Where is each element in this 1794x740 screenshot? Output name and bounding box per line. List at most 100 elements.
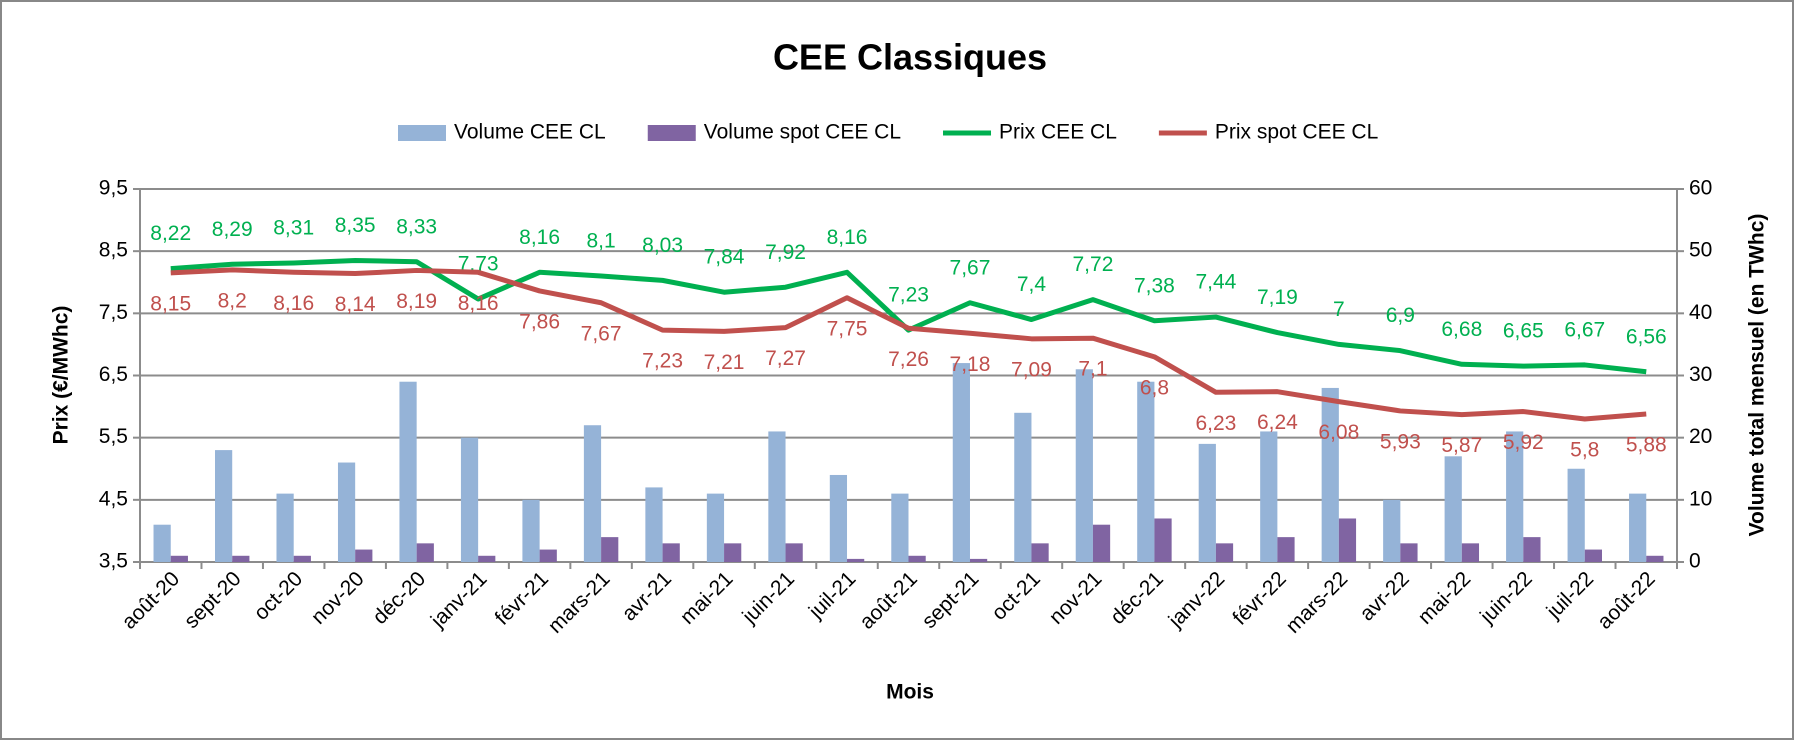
- data-label: 5,8: [1570, 439, 1599, 462]
- data-label: 7,38: [1134, 274, 1175, 297]
- bar: [1461, 543, 1480, 562]
- bar: [706, 493, 725, 562]
- bar: [293, 555, 311, 562]
- bar: [1567, 468, 1585, 562]
- legend-swatch: [398, 125, 446, 141]
- data-label: 8,14: [335, 293, 376, 316]
- bar: [768, 431, 786, 562]
- y2-tick-label: 60: [1689, 177, 1712, 200]
- bar: [785, 543, 803, 562]
- y-axis-title: Prix (€/MWhc): [50, 306, 73, 445]
- y2-tick-label: 40: [1689, 301, 1712, 324]
- data-label: 6,65: [1503, 320, 1544, 343]
- y2-tick-label: 0: [1689, 550, 1701, 573]
- bar: [1075, 369, 1093, 562]
- data-label: 7,21: [704, 351, 745, 374]
- data-label: 7,84: [704, 246, 745, 269]
- y2-tick-label: 10: [1689, 487, 1712, 510]
- y-tick-label: 8,5: [99, 239, 128, 262]
- data-label: 8,03: [642, 234, 683, 257]
- legend-label: Prix CEE CL: [999, 121, 1117, 144]
- bar: [1629, 493, 1647, 562]
- bar: [908, 555, 926, 562]
- data-label: 8,33: [396, 215, 437, 238]
- data-label: 7,23: [642, 350, 683, 373]
- data-label: 6,67: [1564, 318, 1605, 341]
- data-label: 6,23: [1195, 412, 1236, 435]
- data-label: 7,4: [1017, 273, 1047, 296]
- bar: [1014, 412, 1032, 562]
- data-label: 6,8: [1140, 376, 1169, 399]
- bar: [583, 425, 602, 562]
- bar: [829, 474, 848, 562]
- bar: [539, 549, 557, 562]
- bar: [355, 549, 373, 562]
- bar: [232, 555, 250, 562]
- bar: [724, 543, 742, 562]
- data-label: 7: [1333, 298, 1345, 321]
- bar: [645, 487, 663, 562]
- data-label: 6,68: [1441, 318, 1482, 341]
- bar: [1383, 499, 1401, 562]
- bar: [276, 493, 294, 562]
- data-label: 7,75: [827, 317, 868, 340]
- data-label: 5,88: [1626, 434, 1667, 457]
- bar: [1260, 431, 1278, 562]
- bar: [416, 543, 434, 562]
- data-label: 8,22: [150, 222, 191, 245]
- bar: [1444, 456, 1462, 562]
- bar: [215, 450, 233, 562]
- y2-tick-label: 20: [1689, 425, 1712, 448]
- bar: [337, 462, 356, 562]
- legend-label: Volume spot CEE CL: [704, 121, 901, 144]
- data-label: 7,18: [950, 353, 991, 376]
- data-label: 8,31: [273, 217, 314, 240]
- bar: [478, 555, 496, 562]
- data-label: 8,16: [458, 292, 499, 315]
- data-label: 6,56: [1626, 325, 1667, 348]
- bar: [1400, 543, 1418, 562]
- data-label: 7,86: [519, 311, 560, 334]
- y-tick-label: 4,5: [99, 487, 128, 510]
- data-label: 8,16: [827, 226, 868, 249]
- bar: [1523, 537, 1541, 562]
- data-label: 8,35: [335, 214, 376, 237]
- bar: [1277, 537, 1295, 562]
- bar: [1198, 443, 1216, 562]
- bar: [891, 493, 909, 562]
- bar: [847, 558, 865, 562]
- bar: [1338, 518, 1357, 562]
- bar: [399, 381, 417, 562]
- y2-axis-title: Volume total mensuel (en TWhc): [1746, 214, 1769, 537]
- y2-tick-label: 30: [1689, 363, 1712, 386]
- line: [170, 267, 1647, 422]
- bar: [1215, 543, 1234, 562]
- data-label: 8,15: [150, 292, 191, 315]
- data-label: 8,19: [396, 290, 437, 313]
- bar: [1646, 555, 1664, 562]
- data-label: 6,08: [1318, 421, 1359, 444]
- data-label: 7,26: [888, 348, 929, 371]
- data-label: 8,16: [519, 226, 560, 249]
- y-tick-label: 6,5: [99, 363, 128, 386]
- data-label: 7,44: [1195, 271, 1236, 294]
- data-label: 7,19: [1257, 286, 1298, 309]
- bar: [969, 558, 988, 562]
- data-label: 7,92: [765, 241, 806, 264]
- y-tick-label: 9,5: [99, 177, 128, 200]
- x-axis-title: Mois: [886, 681, 934, 704]
- data-label: 7,67: [950, 256, 991, 279]
- bar: [522, 499, 540, 562]
- bar: [1321, 387, 1339, 562]
- bar: [1584, 549, 1602, 562]
- bar: [1506, 431, 1524, 562]
- data-label: 8,1: [586, 230, 615, 253]
- data-label: 7,23: [888, 284, 929, 307]
- bar: [662, 543, 680, 562]
- bar: [601, 537, 619, 562]
- legend-label: Prix spot CEE CL: [1215, 121, 1378, 144]
- data-label: 5,93: [1380, 430, 1421, 453]
- data-label: 5,87: [1441, 434, 1482, 457]
- bar: [153, 524, 171, 562]
